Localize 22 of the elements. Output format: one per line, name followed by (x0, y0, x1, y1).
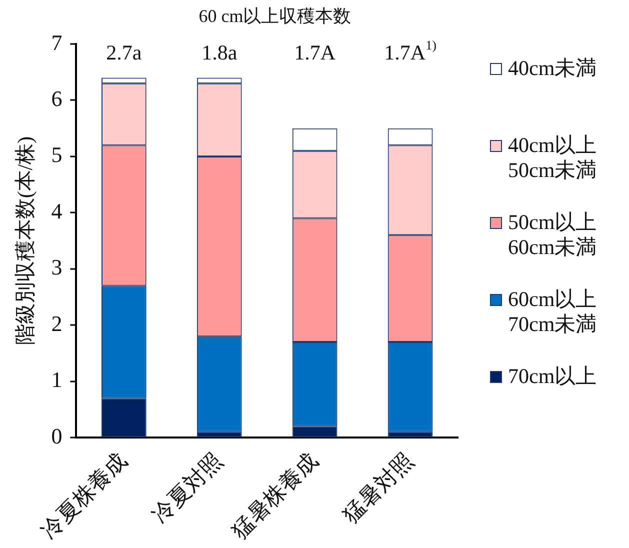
y-tick-label: 4 (51, 198, 62, 224)
x-tick-label: 冷夏対照 (147, 448, 227, 528)
legend-label: 40cm以上 50cm未満 (508, 133, 597, 182)
x-tick-label: 猛暑株養成 (226, 448, 322, 544)
y-tick-label: 2 (51, 310, 62, 336)
legend-label: 60cm以上 70cm未満 (508, 287, 597, 336)
chart-title: 60 cm以上収穫本数 (198, 5, 352, 28)
y-tick-label: 5 (51, 142, 62, 168)
y-tick-label: 3 (51, 254, 62, 280)
x-tick-label: 猛暑対照 (338, 448, 418, 528)
x-tick-label: 冷夏株養成 (36, 448, 132, 544)
legend-label: 50cm以上 60cm未満 (508, 210, 597, 259)
y-tick-label: 7 (51, 30, 62, 55)
legend-label: 70cm以上 (508, 364, 597, 388)
annotation: 1.7A (294, 40, 336, 65)
annotation: 1.8a (202, 40, 238, 65)
y-tick-label: 0 (51, 423, 62, 448)
y-tick-label: 6 (51, 86, 62, 112)
text: 40cm未満 (508, 56, 597, 80)
annotation: 2.7a (106, 40, 142, 65)
y-tick-label: 1 (51, 367, 62, 392)
y-axis-title: 階級別収穫本数(本/株) (13, 136, 38, 346)
